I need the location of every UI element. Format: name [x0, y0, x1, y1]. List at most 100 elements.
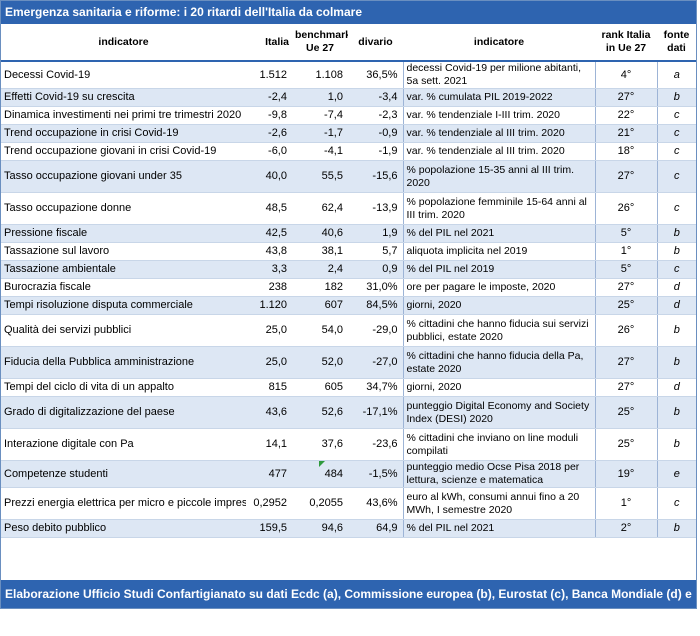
indicator-description: var. % tendenziale al III trim. 2020 — [402, 124, 595, 143]
indicator-description: giorni, 2020 — [402, 296, 595, 315]
source-code: d — [656, 278, 696, 297]
italia-value: 1.512 — [246, 61, 292, 89]
indicator-description: % del PIL nel 2021 — [402, 519, 595, 538]
rank-value: 25° — [594, 296, 657, 315]
table-panel: Emergenza sanitaria e riforme: i 20 rita… — [0, 0, 697, 609]
italia-value: -9,8 — [246, 106, 292, 125]
benchmark-value: 40,6 — [292, 224, 348, 243]
rank-value: 27° — [594, 346, 657, 379]
italia-value: 159,5 — [246, 519, 292, 538]
indicator-name: Qualità dei servizi pubblici — [1, 314, 246, 347]
rank-value: 1° — [594, 242, 657, 261]
benchmark-value: 52,0 — [292, 346, 348, 379]
table-row: Pressione fiscale 42,5 40,6 1,9% del PIL ne… — [1, 224, 696, 243]
rank-value: 4° — [594, 61, 657, 89]
indicator-description: var. % cumulata PIL 2019-2022 — [402, 88, 595, 107]
divario-value: 31,0% — [348, 278, 403, 297]
divario-value: 43,6% — [348, 487, 403, 520]
header-divario: divario — [348, 24, 403, 62]
indicator-description: aliquota implicita nel 2019 — [402, 242, 595, 261]
table-row: Fiducia della Pubblica amministrazione 25… — [1, 346, 696, 379]
table-row: Trend occupazione giovani in crisi Covid… — [1, 142, 696, 161]
divario-value: 34,7% — [348, 378, 403, 397]
indicator-description: punteggio Digital Economy and Society In… — [402, 396, 595, 429]
rank-value: 27° — [594, 160, 657, 193]
rank-value: 5° — [594, 224, 657, 243]
italia-value: 42,5 — [246, 224, 292, 243]
table-row: Grado di digitalizzazione del paese 43,6 5… — [1, 396, 696, 429]
table-row: Competenze studenti 477 484 -1,5% punteggio … — [1, 460, 696, 488]
indicator-description: % popolazione femminile 15-64 anni al II… — [402, 192, 595, 225]
indicator-name: Grado di digitalizzazione del paese — [1, 396, 246, 429]
divario-value: -0,9 — [348, 124, 403, 143]
indicator-description: % popolazione 15-35 anni al III trim. 20… — [402, 160, 595, 193]
rank-value: 25° — [594, 428, 657, 461]
italia-value: -6,0 — [246, 142, 292, 161]
indicator-name: Tassazione sul lavoro — [1, 242, 246, 261]
comment-marker-icon — [319, 461, 325, 467]
indicator-name: Trend occupazione giovani in crisi Covid… — [1, 142, 246, 161]
italia-value: 0,2952 — [246, 487, 292, 520]
rank-value: 1° — [594, 487, 657, 520]
source-code: b — [656, 224, 696, 243]
table-row: Peso debito pubblico 159,5 94,6 64,9% del P… — [1, 519, 696, 538]
indicator-description: giorni, 2020 — [402, 378, 595, 397]
benchmark-value: -4,1 — [292, 142, 348, 161]
source-code: c — [656, 192, 696, 225]
rank-value: 2° — [594, 519, 657, 538]
source-code: b — [656, 428, 696, 461]
divario-value: -1,9 — [348, 142, 403, 161]
indicator-description: % cittadini che hanno fiducia sui serviz… — [402, 314, 595, 347]
benchmark-value: 605 — [292, 378, 348, 397]
source-code: c — [656, 260, 696, 279]
source-code: d — [656, 378, 696, 397]
rank-value: 27° — [594, 278, 657, 297]
indicator-name: Burocrazia fiscale — [1, 278, 246, 297]
divario-value: -29,0 — [348, 314, 403, 347]
benchmark-value: 1,0 — [292, 88, 348, 107]
italia-value: -2,6 — [246, 124, 292, 143]
indicator-name: Decessi Covid-19 — [1, 61, 246, 89]
header-benchmark: benchmark Ue 27 — [292, 24, 348, 62]
indicator-name: Dinamica investimenti nei primi tre trim… — [1, 106, 246, 125]
indicator-name: Competenze studenti — [1, 460, 246, 488]
source-code: e — [656, 460, 696, 488]
divario-value: -2,3 — [348, 106, 403, 125]
benchmark-value: -7,4 — [292, 106, 348, 125]
divario-value: -23,6 — [348, 428, 403, 461]
indicator-name: Tasso occupazione giovani under 35 — [1, 160, 246, 193]
divario-value: 64,9 — [348, 519, 403, 538]
source-code: b — [656, 396, 696, 429]
table-row: Interazione digitale con Pa 14,1 37,6 -23,6… — [1, 428, 696, 461]
source-code: c — [656, 142, 696, 161]
italia-value: 43,6 — [246, 396, 292, 429]
divario-value: -17,1% — [348, 396, 403, 429]
indicator-name: Interazione digitale con Pa — [1, 428, 246, 461]
divario-value: -15,6 — [348, 160, 403, 193]
rank-value: 25° — [594, 396, 657, 429]
indicator-description: euro al kWh, consumi annui fino a 20 MWh… — [402, 487, 595, 520]
indicator-description: punteggio medio Ocse Pisa 2018 per lettu… — [402, 460, 595, 488]
italia-value: 1.120 — [246, 296, 292, 315]
italia-value: 48,5 — [246, 192, 292, 225]
indicator-name: Prezzi energia elettrica per micro e pic… — [1, 487, 246, 520]
divario-value: 36,5% — [348, 61, 403, 89]
indicator-name: Fiducia della Pubblica amministrazione — [1, 346, 246, 379]
table-row: Tasso occupazione donne 48,5 62,4 -13,9% po… — [1, 192, 696, 225]
benchmark-value: -1,7 — [292, 124, 348, 143]
indicator-description: decessi Covid-19 per milione abitanti, 5… — [402, 61, 595, 89]
source-code: c — [656, 124, 696, 143]
indicator-description: % del PIL nel 2021 — [402, 224, 595, 243]
italia-value: 14,1 — [246, 428, 292, 461]
table-row: Trend occupazione in crisi Covid-19 -2,6-… — [1, 124, 696, 143]
table-row: Effetti Covid-19 su crescita -2,4 1,0 -3,4 v… — [1, 88, 696, 107]
table-body: Decessi Covid-19 1.512 1.108 36,5% decessi C… — [1, 61, 696, 538]
indicator-description: ore per pagare le imposte, 2020 — [402, 278, 595, 297]
rank-value: 18° — [594, 142, 657, 161]
rank-value: 26° — [594, 192, 657, 225]
divario-value: -13,9 — [348, 192, 403, 225]
benchmark-value: 607 — [292, 296, 348, 315]
benchmark-value: 0,2055 — [292, 487, 348, 520]
italia-value: 3,3 — [246, 260, 292, 279]
indicator-name: Tassazione ambientale — [1, 260, 246, 279]
